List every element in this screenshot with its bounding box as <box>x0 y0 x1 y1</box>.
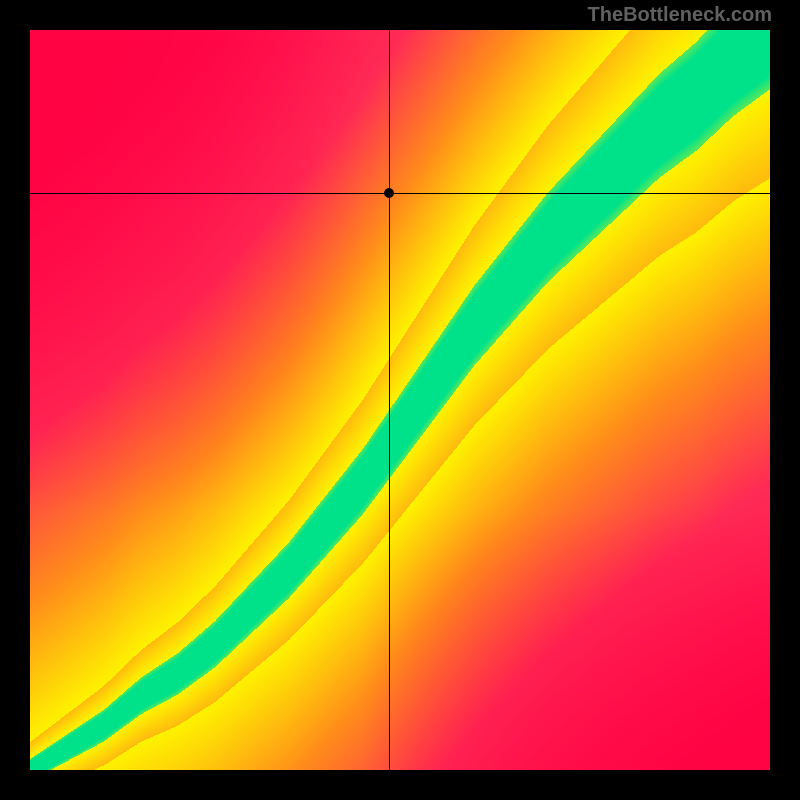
bottleneck-heatmap <box>30 30 770 770</box>
heatmap-canvas <box>30 30 770 770</box>
crosshair-vertical <box>389 30 390 770</box>
crosshair-horizontal <box>30 193 770 194</box>
crosshair-dot <box>384 188 394 198</box>
watermark-text: TheBottleneck.com <box>588 4 772 27</box>
